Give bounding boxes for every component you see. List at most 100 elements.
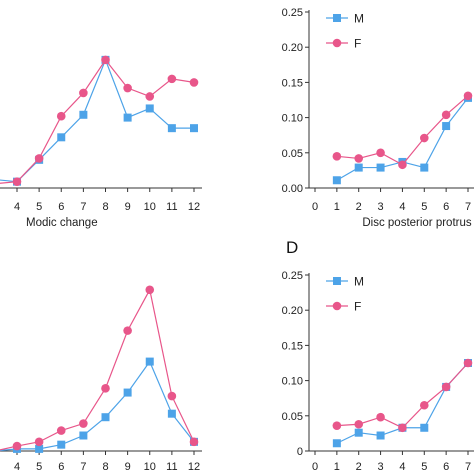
series-line-f [0, 58, 195, 184]
data-point-f [12, 441, 22, 451]
data-point-f [463, 91, 473, 101]
legend-marker-m [333, 277, 341, 285]
x-tick-label: 7 [465, 201, 471, 213]
x-tick-label: 6 [443, 461, 449, 473]
data-point-f [189, 78, 199, 87]
y-tick-label: 0.10 [282, 113, 303, 125]
chart-top-right: 0 1 2 3 4 5 6 7 0.00 0.05 0.10 0.15 0.20 0.25 Disc pos… [282, 7, 474, 229]
y-tick-label: 0.10 [282, 376, 303, 388]
data-point-f [123, 326, 132, 335]
data-point-f [354, 419, 364, 429]
x-tick-label: 5 [36, 461, 42, 473]
data-point-m [376, 431, 385, 440]
x-tick-label: 2 [356, 461, 362, 473]
x-tick-label: 7 [465, 461, 471, 473]
y-tick-label: 0.00 [282, 183, 303, 195]
data-point-m [79, 431, 88, 440]
data-point-f [34, 437, 44, 447]
chart-bottom-left: 4 5 6 7 8 9 10 11 12 [0, 285, 202, 473]
x-tick-label: 8 [102, 461, 108, 473]
data-point-m [145, 104, 154, 113]
x-tick-label: 8 [102, 201, 108, 213]
x-tick-label: 5 [421, 461, 427, 473]
data-point-f [441, 382, 451, 392]
data-point-m [420, 423, 429, 432]
data-point-m [167, 409, 176, 418]
data-point-f [398, 160, 407, 170]
x-tick-label: 10 [144, 201, 156, 213]
y-tick-label: 0 [297, 446, 303, 458]
x-tick-label: 1 [334, 201, 340, 213]
x-tick-label: 1 [334, 461, 340, 473]
chart-top-left: 4 5 6 7 8 9 10 11 12 Modic change [0, 55, 202, 229]
data-point-m [332, 176, 341, 185]
x-tick-label: 9 [125, 461, 131, 473]
x-axis-title: Disc posterior protrus [362, 217, 472, 229]
data-point-f [79, 88, 88, 98]
data-point-f [101, 55, 110, 65]
x-tick-label: 6 [58, 201, 64, 213]
data-point-f [419, 400, 429, 410]
x-tick-label: 3 [378, 201, 384, 213]
data-point-f [398, 423, 407, 433]
data-point-m [354, 163, 363, 172]
data-point-f [441, 110, 451, 120]
data-point-m [35, 444, 44, 453]
x-tick-label: 4 [399, 461, 405, 473]
x-axis-title: Modic change [26, 217, 98, 229]
legend-label-m: M [354, 12, 364, 26]
data-point-f [101, 384, 110, 393]
data-point-f [145, 92, 155, 101]
data-point-m [332, 439, 341, 448]
legend-marker-m [333, 14, 341, 22]
legend-label-f: F [354, 300, 361, 314]
x-tick-label: 4 [14, 201, 20, 213]
legend-marker-f [332, 301, 342, 311]
data-point-f [34, 154, 44, 163]
series-line-m [0, 58, 194, 183]
data-point-f [332, 421, 342, 430]
data-point-m [123, 113, 132, 122]
x-tick-label: 4 [399, 201, 405, 213]
x-tick-label: 0 [312, 201, 318, 213]
data-point-f [56, 111, 66, 121]
data-point-m [101, 413, 110, 422]
data-point-m [123, 388, 132, 397]
data-point-m [442, 122, 451, 131]
x-tick-label: 11 [166, 461, 177, 473]
data-point-m [79, 110, 88, 119]
y-tick-label: 0.15 [282, 340, 303, 352]
data-point-f [167, 74, 177, 84]
data-point-f [376, 412, 385, 422]
x-tick-label: 11 [166, 201, 177, 213]
x-tick-label: 12 [188, 201, 200, 213]
x-tick-label: 5 [421, 201, 427, 213]
data-point-m [190, 124, 198, 133]
x-tick-label: 2 [356, 201, 362, 213]
series-line-f [336, 95, 469, 166]
y-tick-label: 0.05 [282, 148, 303, 160]
series-line-f [0, 288, 195, 451]
data-point-f [332, 152, 342, 161]
data-point-f [56, 426, 66, 435]
data-point-f [419, 133, 429, 143]
x-tick-label: 9 [125, 201, 131, 213]
y-tick-label: 0.20 [282, 305, 303, 317]
x-tick-label: 6 [58, 461, 64, 473]
series-line-m [0, 360, 195, 452]
x-tick-label: 3 [378, 461, 384, 473]
chart-bottom-right: 0 1 2 3 4 5 6 7 0 0.05 0.10 0.15 0.20 0.25 MF [282, 270, 474, 473]
x-tick-label: 7 [80, 461, 86, 473]
data-point-f [79, 419, 88, 428]
data-point-m [57, 440, 66, 449]
legend-marker-f [332, 38, 342, 48]
data-point-m [167, 124, 176, 133]
data-point-m [354, 428, 363, 437]
x-tick-label: 7 [80, 201, 86, 213]
data-point-f [376, 148, 385, 158]
legend-label-f: F [354, 37, 361, 51]
y-tick-label: 0.15 [282, 77, 303, 89]
data-point-m [145, 357, 154, 366]
data-point-f [463, 358, 473, 368]
